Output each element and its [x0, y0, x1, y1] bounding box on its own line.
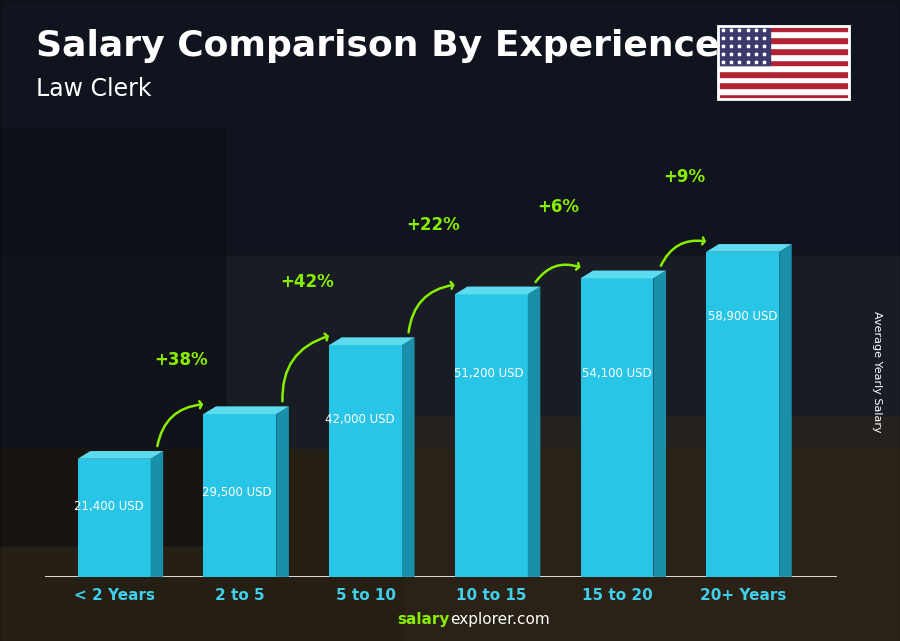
Text: +38%: +38% — [155, 351, 208, 369]
Bar — [718, 48, 849, 54]
Polygon shape — [653, 271, 666, 577]
Bar — [0, 128, 225, 545]
Text: 51,200 USD: 51,200 USD — [454, 367, 523, 380]
Text: Average Yearly Salary: Average Yearly Salary — [872, 311, 883, 433]
Text: +22%: +22% — [406, 216, 460, 234]
Bar — [580, 278, 653, 577]
Text: +6%: +6% — [537, 197, 580, 216]
Bar — [0, 256, 900, 449]
Polygon shape — [706, 244, 792, 252]
Bar — [718, 31, 849, 37]
Polygon shape — [329, 337, 415, 345]
Text: Law Clerk: Law Clerk — [36, 77, 151, 101]
Text: Salary Comparison By Experience: Salary Comparison By Experience — [36, 29, 719, 63]
Bar — [706, 252, 779, 577]
Bar — [718, 54, 849, 60]
Text: salary: salary — [398, 612, 450, 627]
Polygon shape — [276, 406, 289, 577]
Text: 58,900 USD: 58,900 USD — [707, 310, 777, 323]
Bar — [718, 94, 849, 99]
Bar — [718, 88, 849, 94]
Bar — [203, 414, 276, 577]
Polygon shape — [77, 451, 163, 459]
Text: 42,000 USD: 42,000 USD — [325, 413, 395, 426]
Bar — [718, 37, 849, 43]
Polygon shape — [454, 287, 540, 294]
Bar — [77, 459, 150, 577]
Text: 29,500 USD: 29,500 USD — [202, 486, 272, 499]
Polygon shape — [779, 244, 792, 577]
Bar — [718, 26, 770, 65]
Bar — [0, 449, 900, 641]
Polygon shape — [580, 271, 666, 278]
Bar — [0, 0, 900, 256]
Polygon shape — [402, 337, 415, 577]
Bar — [329, 345, 402, 577]
Polygon shape — [203, 406, 289, 414]
Bar — [718, 77, 849, 82]
Bar — [718, 71, 849, 77]
Bar — [405, 417, 900, 641]
Polygon shape — [150, 451, 163, 577]
Bar — [718, 65, 849, 71]
Bar — [454, 294, 527, 577]
Bar — [718, 26, 849, 31]
Bar — [718, 60, 849, 65]
Bar — [718, 43, 849, 48]
Polygon shape — [527, 287, 540, 577]
Text: explorer.com: explorer.com — [450, 612, 550, 627]
Text: 21,400 USD: 21,400 USD — [74, 499, 144, 513]
Text: +9%: +9% — [663, 168, 706, 186]
Bar — [718, 82, 849, 88]
Text: 54,100 USD: 54,100 USD — [581, 367, 652, 380]
Text: +42%: +42% — [280, 273, 334, 291]
